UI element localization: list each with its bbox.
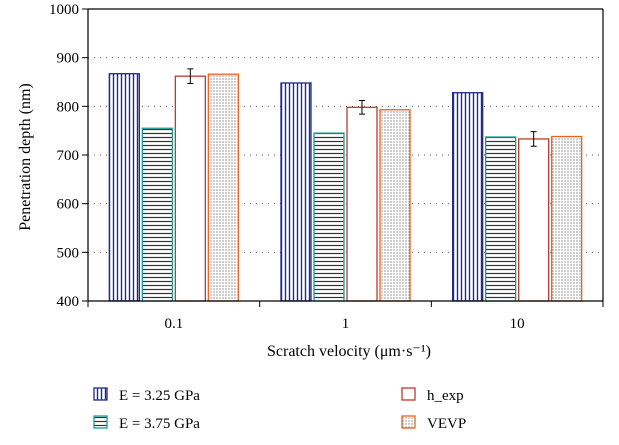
x-axis-label: Scratch velocity (μm·s⁻¹) bbox=[267, 343, 431, 360]
x-tick-label: 10 bbox=[510, 316, 525, 332]
y-tick-label: 800 bbox=[57, 99, 80, 115]
x-tick-label: 0.1 bbox=[164, 316, 183, 332]
y-tick-label: 400 bbox=[57, 294, 80, 310]
legend-swatch bbox=[401, 415, 416, 429]
bars bbox=[108, 73, 583, 302]
bar bbox=[551, 135, 583, 302]
bar bbox=[207, 73, 239, 302]
legend-label: E = 3.25 GPa bbox=[119, 388, 200, 404]
bar bbox=[518, 138, 550, 302]
x-tick-labels: 0.1 1 10 bbox=[164, 316, 524, 332]
y-tick-label: 600 bbox=[57, 197, 80, 213]
y-tick-label: 500 bbox=[57, 245, 80, 261]
legend-label: VEVP bbox=[427, 416, 466, 432]
y-axis-label: Penetration depth (nm) bbox=[17, 83, 34, 231]
error-bars bbox=[187, 68, 537, 147]
bar bbox=[485, 136, 517, 302]
x-tick-label: 1 bbox=[342, 316, 350, 332]
legend-swatch bbox=[93, 415, 108, 429]
bar bbox=[313, 132, 345, 302]
axes bbox=[82, 8, 604, 307]
bar bbox=[379, 109, 411, 302]
legend-swatch bbox=[93, 387, 108, 401]
bar bbox=[280, 82, 312, 302]
legend: E = 3.25 GPa E = 3.75 GPa h_exp VEVP bbox=[93, 387, 466, 432]
y-tick-labels: 400 500 600 700 800 900 1000 bbox=[49, 2, 79, 310]
y-tick-label: 1000 bbox=[49, 2, 79, 18]
bar bbox=[346, 106, 378, 302]
y-tick-label: 900 bbox=[57, 51, 80, 67]
y-tick-label: 700 bbox=[57, 148, 80, 164]
bar bbox=[174, 75, 206, 302]
legend-swatch bbox=[401, 387, 416, 401]
legend-label: h_exp bbox=[427, 388, 464, 404]
bar bbox=[108, 73, 140, 302]
bar bbox=[141, 127, 173, 302]
legend-label: E = 3.75 GPa bbox=[119, 416, 200, 432]
bar bbox=[452, 92, 484, 302]
